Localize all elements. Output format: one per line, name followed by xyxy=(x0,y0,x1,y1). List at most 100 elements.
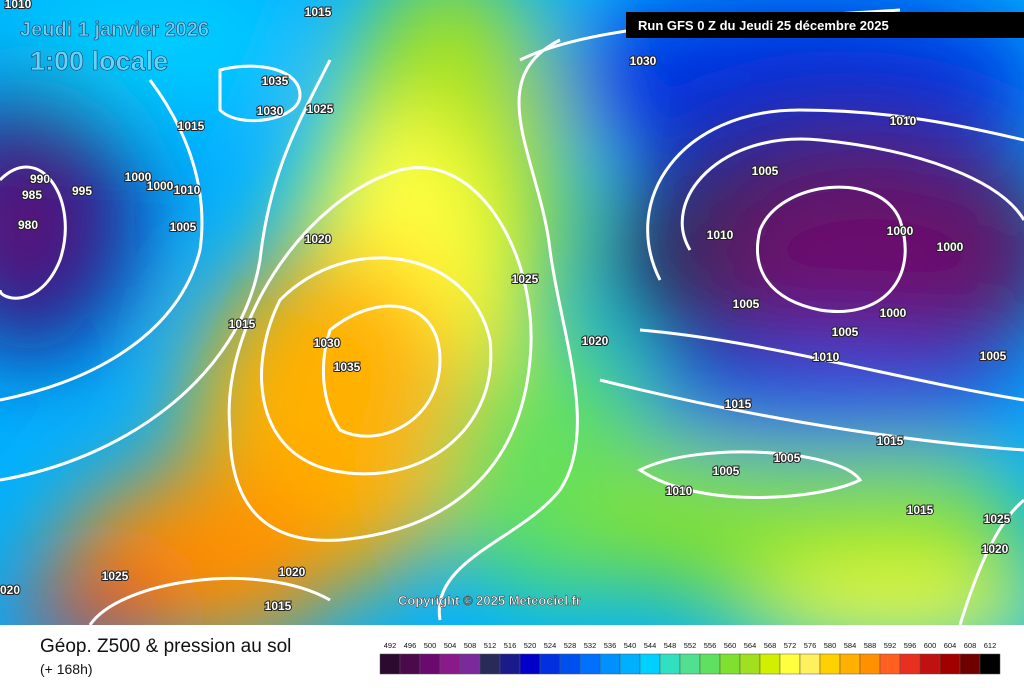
isobar-label: 1010 xyxy=(890,114,917,128)
scale-swatch xyxy=(839,653,861,675)
isobar-label: 1015 xyxy=(178,119,205,133)
isobar-label: 1015 xyxy=(265,599,292,613)
isobar-label: 1035 xyxy=(262,74,289,88)
run-label: Run GFS 0 Z du Jeudi 25 décembre 2025 xyxy=(638,18,889,33)
isobar-label: 980 xyxy=(18,218,38,232)
isobar-label: 1000 xyxy=(880,306,907,320)
scale-tick-label: 556 xyxy=(704,641,717,650)
scale-tick-label: 548 xyxy=(664,641,677,650)
isobar-label: 1005 xyxy=(832,325,859,339)
scale-swatch xyxy=(939,653,961,675)
isobar-label: 1000 xyxy=(937,240,964,254)
scale-tick-label: 540 xyxy=(624,641,637,650)
scale-swatch xyxy=(519,653,541,675)
isobar-label: 1020 xyxy=(582,334,609,348)
isobar-label: 1025 xyxy=(512,272,539,286)
isobar-label: 1005 xyxy=(752,164,779,178)
isobar-label: 1000 xyxy=(887,224,914,238)
map-background xyxy=(0,0,1024,625)
scale-swatch xyxy=(679,653,701,675)
isobar-label: 1030 xyxy=(257,104,284,118)
scale-tick-label: 584 xyxy=(844,641,857,650)
scale-swatch xyxy=(879,653,901,675)
scale-tick-label: 528 xyxy=(564,641,577,650)
scale-swatch xyxy=(859,653,881,675)
isobar-label: 1005 xyxy=(774,451,801,465)
isobar-label: 1025 xyxy=(984,512,1011,526)
scale-tick-label: 604 xyxy=(944,641,957,650)
isobar-label: 985 xyxy=(22,188,42,202)
footer-title: Géop. Z500 & pression au sol xyxy=(40,636,291,657)
scale-tick-label: 560 xyxy=(724,641,737,650)
scale-swatch xyxy=(759,653,781,675)
scale-swatch xyxy=(979,653,1001,675)
scale-swatch xyxy=(659,653,681,675)
isobar-label: 020 xyxy=(0,583,20,597)
scale-swatch xyxy=(459,653,481,675)
isobar-label: 1015 xyxy=(305,5,332,19)
isobar-label: 995 xyxy=(72,184,92,198)
footer-lead: (+ 168h) xyxy=(40,661,93,677)
scale-swatch xyxy=(559,653,581,675)
isobar-label: 1010 xyxy=(5,0,32,11)
isobar-label: 1010 xyxy=(813,350,840,364)
scale-tick-label: 588 xyxy=(864,641,877,650)
scale-tick-label: 612 xyxy=(984,641,997,650)
isobar-label: 1025 xyxy=(102,569,129,583)
scale-swatch xyxy=(499,653,521,675)
isobar-label: 1010 xyxy=(707,228,734,242)
time-label: 1:00 locale xyxy=(30,46,168,76)
isobar-label: 1035 xyxy=(334,360,361,374)
isobar-label: 1010 xyxy=(174,183,201,197)
scale-swatch xyxy=(799,653,821,675)
isobar-label: 1005 xyxy=(980,349,1007,363)
scale-tick-label: 520 xyxy=(524,641,537,650)
isobar-label: 1000 xyxy=(125,170,152,184)
isobar-label: 1030 xyxy=(314,336,341,350)
isobar-label: 1025 xyxy=(307,102,334,116)
isobar-label: 1005 xyxy=(733,297,760,311)
isobar-label: 1020 xyxy=(982,542,1009,556)
date-label: Jeudi 1 janvier 2026 xyxy=(20,19,209,41)
scale-swatch xyxy=(439,653,461,675)
scale-tick-label: 524 xyxy=(544,641,557,650)
scale-tick-label: 592 xyxy=(884,641,897,650)
copyright: Copyright © 2025 Meteociel.fr xyxy=(398,593,581,608)
scale-tick-label: 496 xyxy=(404,641,417,650)
scale-swatch xyxy=(919,653,941,675)
isobar-label: 1030 xyxy=(630,54,657,68)
scale-tick-label: 580 xyxy=(824,641,837,650)
scale-swatch xyxy=(419,653,441,675)
isobar-label: 1020 xyxy=(279,565,306,579)
scale-tick-label: 532 xyxy=(584,641,597,650)
scale-tick-label: 596 xyxy=(904,641,917,650)
scale-swatch xyxy=(639,653,661,675)
scale-swatch xyxy=(779,653,801,675)
scale-tick-label: 516 xyxy=(504,641,517,650)
scale-swatch xyxy=(399,653,421,675)
scale-swatch xyxy=(619,653,641,675)
isobar-label: 1015 xyxy=(907,503,934,517)
scale-swatch xyxy=(899,653,921,675)
isobar-label: 990 xyxy=(30,172,50,186)
scale-tick-label: 508 xyxy=(464,641,477,650)
scale-swatch xyxy=(479,653,501,675)
isobar-label: 1015 xyxy=(229,317,256,331)
scale-swatch xyxy=(819,653,841,675)
isobar-label: 1020 xyxy=(305,232,332,246)
scale-swatch xyxy=(719,653,741,675)
isobar-label: 1005 xyxy=(170,220,197,234)
isobar-label: 1005 xyxy=(713,464,740,478)
scale-tick-label: 572 xyxy=(784,641,797,650)
run-banner xyxy=(626,12,1024,38)
scale-tick-label: 568 xyxy=(764,641,777,650)
scale-swatch xyxy=(699,653,721,675)
scale-swatch xyxy=(379,653,401,675)
scale-tick-label: 536 xyxy=(604,641,617,650)
scale-tick-label: 576 xyxy=(804,641,817,650)
scale-tick-label: 504 xyxy=(444,641,457,650)
isobar-label: 1010 xyxy=(666,484,693,498)
scale-tick-label: 552 xyxy=(684,641,697,650)
scale-swatch xyxy=(579,653,601,675)
